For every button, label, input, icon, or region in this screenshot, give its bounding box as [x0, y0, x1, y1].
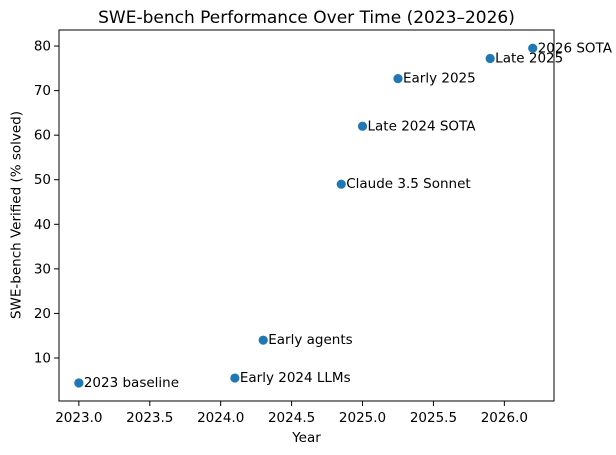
- data-point: [230, 373, 240, 383]
- x-axis-label: Year: [292, 430, 321, 446]
- point-annotation: Early 2024 LLMs: [240, 370, 351, 386]
- y-tick-label: 60: [34, 128, 51, 144]
- y-tick-label: 10: [34, 350, 51, 366]
- y-tick-label: 40: [34, 217, 51, 233]
- x-tick-label: 2024.0: [197, 410, 244, 426]
- point-annotation: Claude 3.5 Sonnet: [346, 176, 470, 192]
- x-tick-label: 2026.0: [481, 410, 528, 426]
- x-tick-label: 2024.5: [268, 410, 315, 426]
- y-tick-label: 30: [34, 261, 51, 277]
- y-tick-label: 80: [34, 39, 51, 55]
- data-point: [258, 335, 268, 345]
- point-annotation: Late 2025: [495, 51, 563, 67]
- data-point: [485, 53, 495, 64]
- y-tick-label: 70: [34, 83, 51, 99]
- point-annotation: Early agents: [268, 332, 352, 348]
- x-tick-label: 2023.0: [55, 410, 102, 426]
- point-annotation: 2023 baseline: [84, 375, 179, 391]
- x-tick-label: 2025.0: [339, 410, 386, 426]
- chart-title: SWE-bench Performance Over Time (2023–20…: [98, 8, 515, 28]
- point-annotation: Early 2025: [403, 71, 476, 87]
- point-annotation: 2026 SOTA: [538, 40, 613, 56]
- data-point: [336, 179, 346, 189]
- point-annotation: Late 2024 SOTA: [368, 118, 477, 134]
- data-point: [357, 121, 368, 131]
- axes-frame: [58, 29, 555, 402]
- y-tick-label: 50: [34, 172, 51, 188]
- x-tick-label: 2025.5: [410, 410, 457, 426]
- data-point: [393, 73, 403, 84]
- data-point: [528, 43, 538, 53]
- data-point: [74, 378, 84, 388]
- y-axis-label: SWE-bench Verified (% solved): [8, 110, 25, 320]
- y-tick-label: 20: [34, 306, 51, 322]
- x-tick-label: 2023.5: [126, 410, 173, 426]
